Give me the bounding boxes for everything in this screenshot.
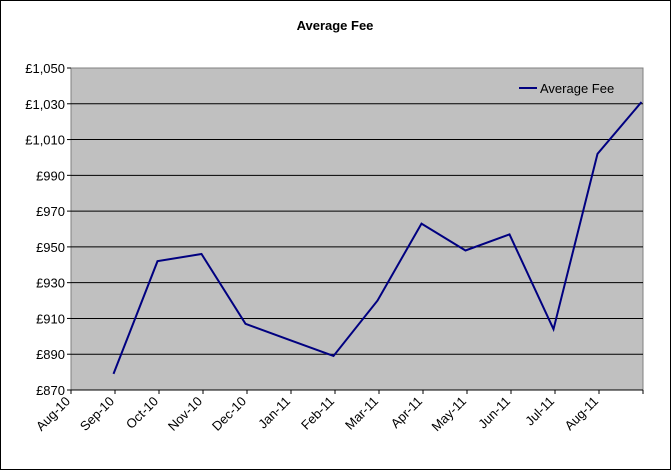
y-tick-label: £1,030: [25, 97, 65, 112]
plot-area: [70, 67, 644, 391]
x-tick-label: Aug-10: [33, 394, 73, 434]
x-tick-label: May-11: [429, 394, 470, 435]
x-tick-label: Sep-10: [77, 394, 117, 434]
y-axis-ticks: £870 £890 £910 £930 £950 £970 £990 £1,010 £1,030…: [25, 61, 71, 398]
chart-title: Average Fee: [297, 18, 374, 33]
y-tick-label: £950: [36, 240, 65, 255]
x-tick-label: Jul-11: [522, 394, 557, 429]
y-tick-label: £930: [36, 276, 65, 291]
legend: Average Fee: [519, 81, 614, 96]
y-tick-label: £970: [36, 204, 65, 219]
x-tick-label: Jun-11: [475, 394, 513, 432]
x-tick-label: Dec-10: [209, 394, 249, 434]
y-tick-label: £890: [36, 347, 65, 362]
y-tick-label: £910: [36, 311, 65, 326]
series-line-average-fee: [112, 101, 643, 375]
x-tick-label: Mar-11: [342, 394, 381, 433]
y-tick-label: £1,010: [25, 133, 65, 148]
x-tick-label: Oct-10: [123, 394, 161, 432]
x-tick-label: Jan-11: [255, 394, 293, 432]
y-tick-label: £870: [36, 383, 65, 398]
x-tick-label: Feb-11: [298, 394, 337, 433]
y-tick-label: £990: [36, 168, 65, 183]
legend-label: Average Fee: [540, 81, 614, 96]
x-axis-ticks: Aug-10 Sep-10 Oct-10 Nov-10 Dec-10 Jan-11 Feb-…: [33, 389, 644, 435]
x-tick-label: Aug-11: [562, 394, 602, 434]
y-tick-label: £1,050: [25, 61, 65, 76]
x-tick-label: Apr-11: [388, 394, 426, 432]
x-tick-label: Nov-10: [165, 394, 205, 434]
